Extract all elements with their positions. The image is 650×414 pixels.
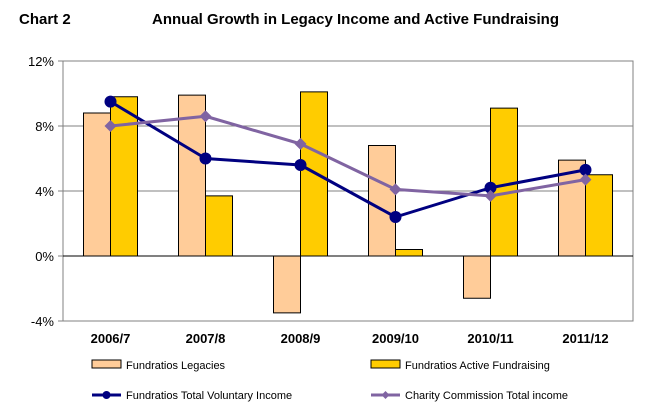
- y-tick-label: -4%: [31, 314, 55, 329]
- line-point: [484, 189, 497, 202]
- line-point: [199, 152, 212, 165]
- legend-label: Fundratios Active Fundraising: [405, 360, 550, 372]
- bar: [463, 255, 491, 299]
- x-tick-label: 2007/8: [186, 331, 226, 346]
- x-tick-label: 2010/11: [467, 331, 513, 346]
- x-tick-label: 2009/10: [372, 331, 419, 346]
- line-point: [389, 183, 402, 196]
- line-point: [104, 95, 117, 108]
- y-tick-label: 8%: [35, 119, 54, 134]
- legend-swatch: [91, 359, 122, 369]
- bar: [83, 112, 111, 257]
- line-point: [104, 120, 117, 132]
- axes: -4% 0% 4% 8% 12% 2006/7 2007/8 2008/9 2009/10 201…: [28, 54, 609, 346]
- line-point: [294, 137, 307, 150]
- legend: Fundratios Legacies Fundratios Active Fun…: [91, 359, 568, 402]
- legend-marker: [381, 391, 390, 399]
- legend-swatch: [370, 359, 401, 369]
- bar: [178, 94, 206, 257]
- y-tick-label: 12%: [28, 54, 54, 69]
- y-tick-label: 0%: [35, 249, 54, 264]
- bar: [368, 145, 396, 257]
- chart-title: Annual Growth in Legacy Income and Activ…: [152, 11, 559, 28]
- bar: [205, 195, 233, 257]
- bar: [273, 255, 301, 314]
- x-tick-label: 2008/9: [281, 331, 321, 346]
- line-point: [294, 159, 307, 171]
- bar: [110, 96, 138, 257]
- series-line: [109, 100, 586, 219]
- line-point: [199, 110, 212, 123]
- line-point: [579, 173, 592, 186]
- bar: [585, 174, 613, 257]
- legend-label: Fundratios Legacies: [126, 360, 226, 372]
- x-tick-label: 2006/7: [91, 331, 131, 346]
- legend-label: Charity Commission Total income: [405, 390, 568, 402]
- legend-label: Fundratios Total Voluntary Income: [126, 390, 292, 402]
- line-point: [389, 211, 402, 223]
- line-point: [579, 163, 592, 176]
- x-tick-label: 2011/12: [562, 331, 608, 346]
- y-tick-label: 4%: [35, 184, 54, 199]
- legend-marker: [102, 391, 111, 399]
- series-line: [110, 114, 586, 198]
- chart-label: Chart 2: [19, 11, 71, 28]
- line-point: [484, 181, 497, 194]
- bar: [395, 249, 423, 257]
- series-lines: [104, 95, 592, 223]
